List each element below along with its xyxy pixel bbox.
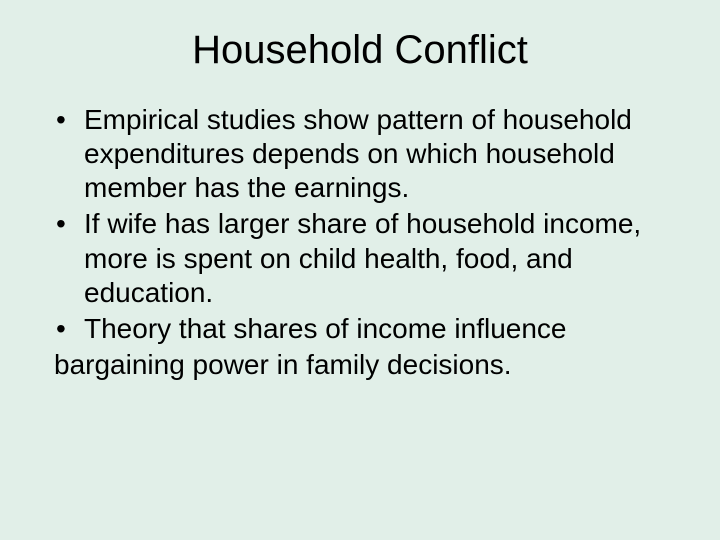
bullet-marker-icon: • [54, 207, 84, 241]
bullet-marker-icon: • [54, 312, 84, 346]
bullet-text: Empirical studies show pattern of househ… [84, 103, 670, 205]
bullet-text: Theory that shares of income influence [84, 312, 670, 346]
continuation-line: bargaining power in family decisions. [54, 348, 670, 382]
bullet-item: • Empirical studies show pattern of hous… [54, 103, 670, 205]
bullet-marker-icon: • [54, 103, 84, 137]
bullet-item: • If wife has larger share of household … [54, 207, 670, 309]
slide-body: • Empirical studies show pattern of hous… [0, 103, 720, 382]
bullet-item: • Theory that shares of income influence [54, 312, 670, 346]
slide: Household Conflict • Empirical studies s… [0, 0, 720, 540]
slide-title: Household Conflict [0, 0, 720, 103]
bullet-text: If wife has larger share of household in… [84, 207, 670, 309]
